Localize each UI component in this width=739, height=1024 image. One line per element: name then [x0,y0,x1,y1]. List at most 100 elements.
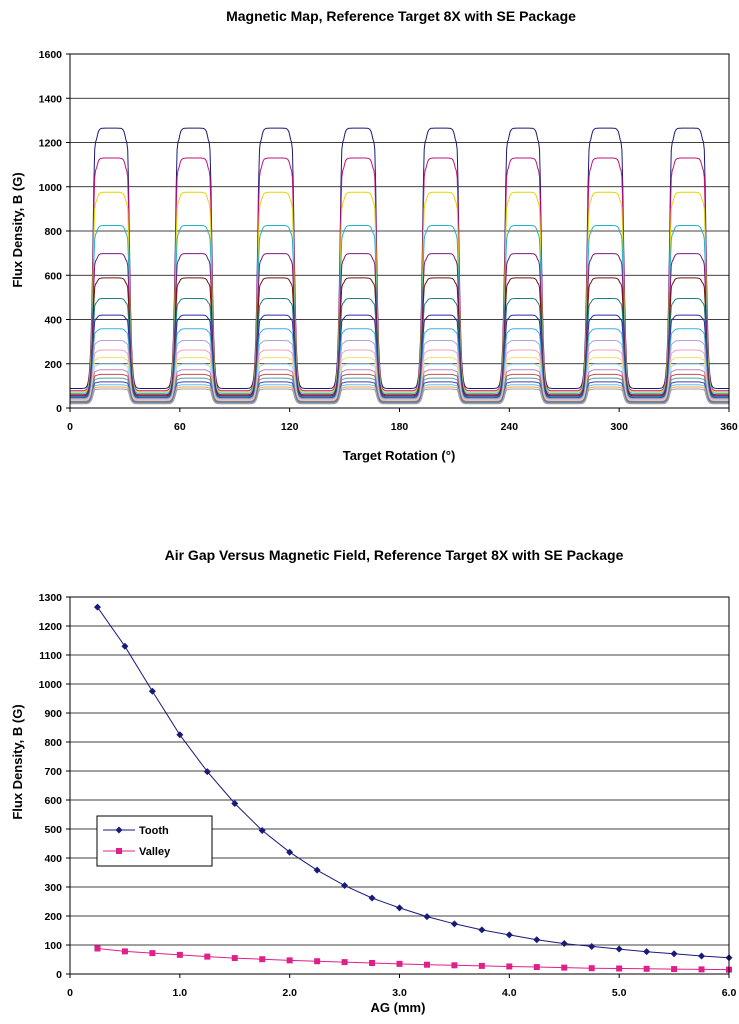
data-point-valley [698,966,705,973]
y-tick-label: 1300 [39,592,63,604]
data-point-tooth [670,950,678,958]
data-point-valley [533,964,540,971]
data-point-tooth [396,904,403,912]
x-tick-label: 60 [174,421,186,433]
y-axis-label: Flux Density, B (G) [10,172,25,287]
data-point-valley [259,956,266,963]
x-tick-label: 180 [391,421,409,433]
series-line [70,349,729,401]
y-tick-label: 1400 [39,93,63,105]
series-line [70,127,729,389]
x-tick-label: 2.0 [282,987,297,999]
series-line [70,277,729,397]
series-line [70,388,729,405]
x-tick-label: 0 [67,421,73,433]
plot-frame [69,596,730,975]
chart-title: Magnetic Map, Reference Target 8X with S… [226,8,576,24]
data-point-valley [314,958,321,965]
data-point-tooth [121,642,129,650]
series-line [70,253,729,396]
x-axis-label: AG (mm) [371,1000,426,1015]
legend: Tooth Valley [96,815,213,867]
y-tick-label: 600 [44,795,62,807]
data-point-tooth [423,913,431,921]
data-point-valley [616,965,623,972]
y-tick-label: 500 [44,824,62,836]
data-point-valley [588,965,595,972]
x-tick-label: 120 [281,421,299,433]
data-point-tooth [450,920,458,928]
data-point-valley [506,963,513,970]
y-tick-label: 400 [44,853,62,865]
chart-title: Air Gap Versus Magnetic Field, Reference… [165,547,624,563]
series-line [70,328,729,399]
data-point-tooth [698,952,706,960]
y-tick-label: 900 [44,708,62,720]
legend-label: Tooth [139,825,169,837]
data-point-tooth [478,926,486,934]
series-line [70,357,729,401]
data-point-valley [341,959,348,966]
x-tick-label: 5.0 [612,987,627,999]
y-tick-label: 200 [44,911,62,923]
y-tick-label: 1200 [39,138,63,150]
data-point-tooth [368,894,376,902]
data-point-tooth [341,882,349,890]
x-tick-label: 0 [67,987,73,999]
y-tick-label: 1100 [39,650,62,662]
data-point-valley [451,962,458,969]
air-gap-chart: Air Gap Versus Magnetic Field, Reference… [10,547,737,1015]
y-tick-label: 400 [44,315,62,327]
x-tick-label: 4.0 [502,987,517,999]
data-point-tooth [588,942,596,950]
data-point-valley [204,953,211,960]
data-point-valley [121,948,128,955]
x-tick-label: 3.0 [392,987,407,999]
x-tick-label: 240 [501,421,519,433]
data-point-valley [423,961,430,968]
legend-marker [116,848,122,854]
data-point-valley [94,945,101,952]
data-point-valley [231,955,238,962]
y-tick-label: 800 [44,737,62,749]
x-tick-label: 6.0 [722,987,737,999]
data-point-tooth [258,826,266,834]
y-tick-label: 0 [56,403,62,415]
x-tick-label: 1.0 [173,987,188,999]
series-line [70,340,729,400]
data-point-tooth [176,731,184,739]
x-tick-label: 360 [720,421,738,433]
y-axis-label: Flux Density, B (G) [10,704,25,819]
data-point-tooth [313,866,321,874]
series-line [70,298,729,398]
series-line [70,314,729,399]
y-tick-label: 1600 [39,49,63,61]
data-point-valley [149,950,156,957]
data-point-tooth [203,768,211,776]
data-point-valley [643,965,650,972]
data-point-tooth [93,603,101,611]
data-point-tooth [286,848,294,856]
y-tick-label: 1000 [39,182,63,194]
data-point-valley [671,966,678,973]
data-point-tooth [533,936,541,944]
series-line [70,225,729,394]
y-tick-label: 700 [44,766,62,778]
data-point-tooth [505,931,513,939]
data-point-valley [286,957,293,964]
x-tick-label: 300 [610,421,628,433]
x-axis-label: Target Rotation (°) [343,448,456,463]
y-tick-label: 600 [44,270,62,282]
data-point-tooth [643,948,651,956]
data-point-valley [176,951,183,958]
magnetic-map-chart: Magnetic Map, Reference Target 8X with S… [10,8,738,463]
series-line [70,157,729,392]
data-point-tooth [560,940,568,948]
y-tick-label: 100 [44,940,62,952]
data-point-valley [396,960,403,967]
data-point-valley [369,959,376,966]
series-line-tooth [97,606,730,959]
y-tick-label: 300 [44,882,62,894]
y-tick-label: 0 [56,969,62,981]
y-tick-label: 800 [44,226,62,238]
